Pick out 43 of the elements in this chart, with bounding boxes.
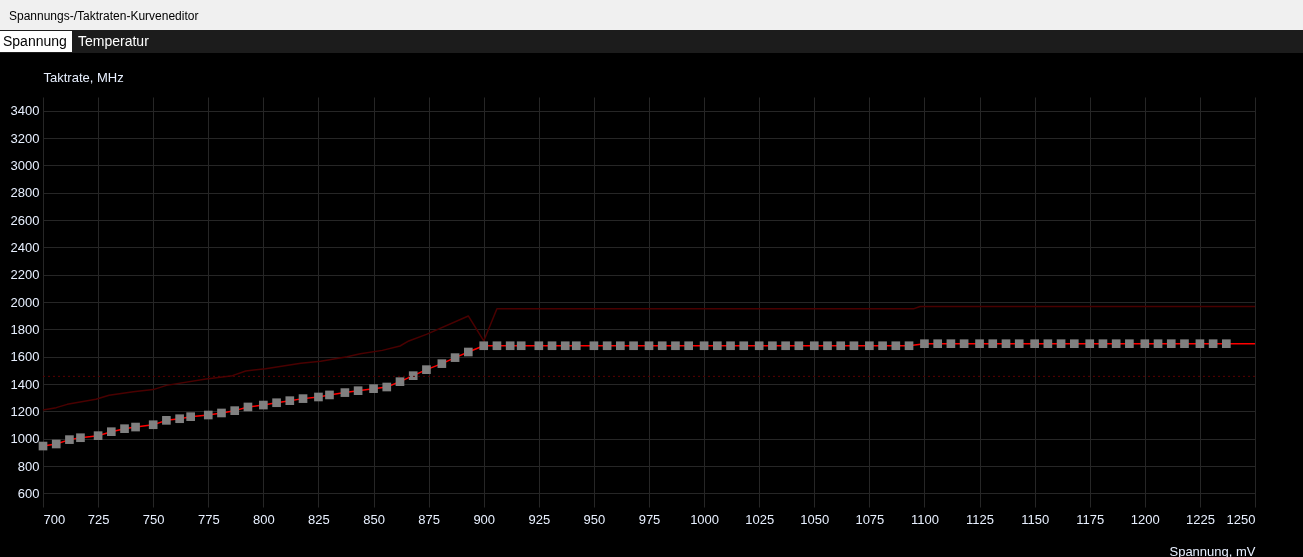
y-tick-label: 3400 (10, 103, 40, 119)
x-tick-label: 850 (363, 511, 385, 527)
line-series (42, 305, 1256, 411)
x-tick-label: 775 (197, 511, 220, 527)
y-tick-label: 1600 (10, 349, 40, 365)
x-tick-label: 1200 (1130, 511, 1160, 527)
y-tick-label: 2400 (10, 239, 40, 255)
x-tick-label: 1250 (1226, 511, 1256, 527)
x-tick-label: 1175 (1076, 511, 1105, 527)
y-tick-label: 2000 (10, 294, 40, 310)
x-tick-label: 1225 (1185, 511, 1215, 527)
x-tick-label: 1000 (690, 511, 720, 527)
y-tick-label: 1200 (10, 403, 40, 419)
y-tick-label: 1800 (10, 321, 40, 337)
y-tick-label: 600 (17, 485, 40, 501)
y-tick-label: 3000 (10, 157, 40, 173)
y-tick-label: 800 (17, 458, 40, 474)
x-tick-label: 925 (528, 511, 551, 527)
x-tick-label: 975 (638, 511, 661, 527)
x-tick-label: 950 (583, 511, 606, 527)
y-tick-label: 1400 (10, 376, 40, 392)
x-tick-label: 700 (43, 511, 66, 527)
x-tick-label: 800 (253, 511, 275, 527)
x-tick-label: 1050 (800, 511, 830, 527)
x-tick-label: 725 (87, 511, 110, 527)
text: Temperatur (78, 33, 150, 49)
x-tick-label: 1150 (1021, 511, 1050, 527)
x-tick-label: 1100 (910, 511, 939, 527)
x-tick-label: 900 (473, 511, 496, 527)
x-tick-label: 825 (308, 511, 330, 527)
x-tick-label: 1075 (855, 511, 885, 527)
y-tick-label: 2600 (10, 212, 40, 228)
text: Spannung (3, 33, 67, 49)
x-tick-label: 1025 (745, 511, 775, 527)
y-tick-label: 3200 (10, 130, 40, 146)
chart-title: Spannungs-/Taktraten-Kurveneditor (9, 9, 199, 23)
y-tick-label: 1000 (10, 431, 40, 447)
y-axis-title: Taktrate, MHz (43, 69, 124, 85)
x-tick-label: 875 (418, 511, 440, 527)
x-tick-label: 750 (142, 511, 165, 527)
x-tick-label: 1125 (966, 511, 995, 527)
y-tick-label: 2200 (10, 267, 40, 283)
y-tick-label: 2800 (10, 185, 40, 201)
